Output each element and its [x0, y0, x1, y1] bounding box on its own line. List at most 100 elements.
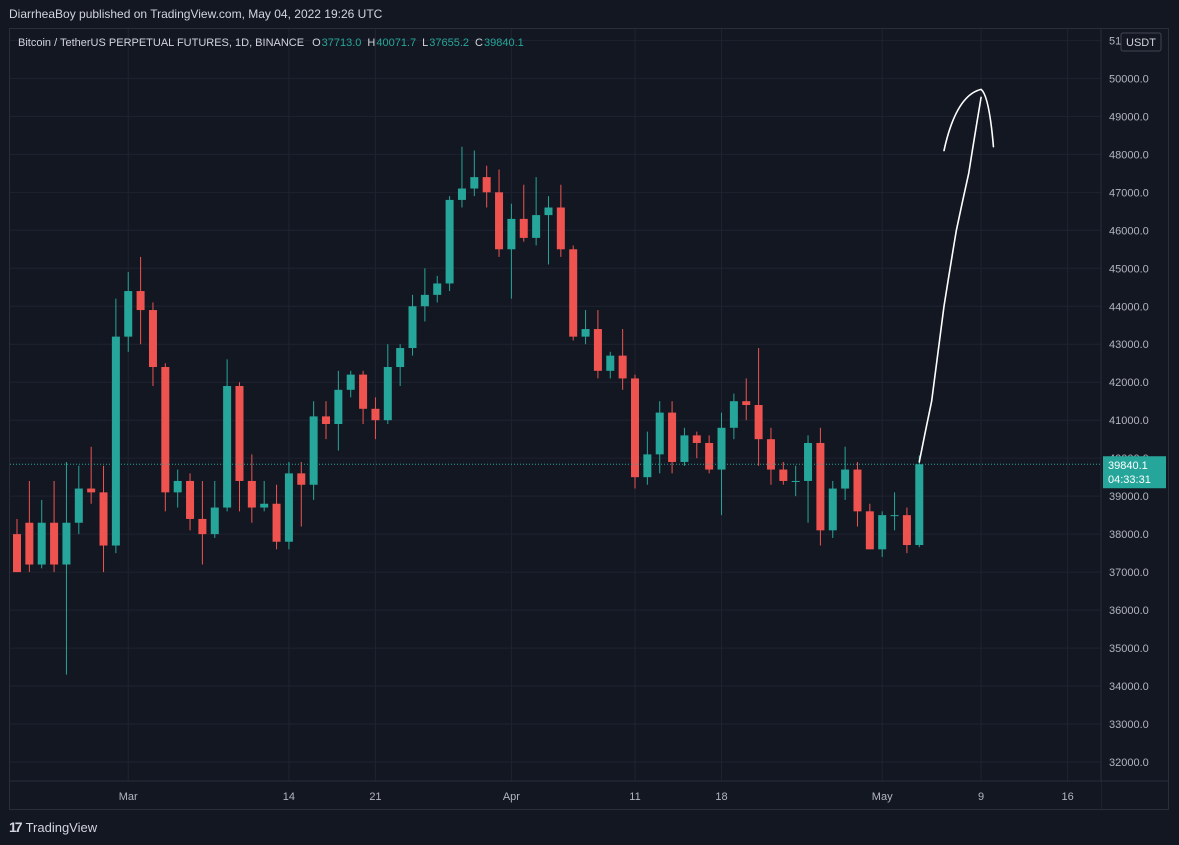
candle	[260, 480, 269, 512]
candle	[87, 446, 96, 504]
currency-label[interactable]: USDT	[1126, 37, 1156, 49]
candle	[396, 344, 405, 387]
candle	[198, 480, 207, 565]
publish-info: DiarrheaBoy published on TradingView.com…	[9, 7, 383, 21]
candle	[247, 454, 256, 523]
footer-brand-text: TradingView	[25, 819, 98, 835]
candle-body	[680, 435, 689, 462]
candle-body	[779, 469, 788, 481]
candle	[754, 348, 763, 466]
price-axis[interactable]: 32000.0 33000.0 34000.0 35000.0 36000.0 37000…	[1100, 29, 1168, 809]
candle	[408, 294, 417, 356]
candle-body	[247, 480, 256, 508]
y-tick-label: 37000.0	[1109, 567, 1149, 579]
candle	[519, 184, 528, 242]
candle-body	[346, 374, 355, 390]
y-tick-label: 43000.0	[1109, 339, 1149, 351]
x-tick-label: 16	[1061, 791, 1073, 803]
candle	[37, 499, 46, 569]
candle	[581, 310, 590, 345]
time-axis[interactable]: Mar 14 21 Apr 11 18 May 9 16	[10, 780, 1168, 809]
candle	[457, 146, 466, 208]
candle-body	[729, 401, 738, 428]
y-tick-label: 39000.0	[1109, 491, 1149, 503]
candle-body	[50, 522, 59, 565]
candle-body	[556, 207, 565, 250]
candle-body	[865, 511, 874, 550]
last-price-tag: 39840.1 04:33:31	[1103, 456, 1166, 489]
candle	[50, 480, 59, 573]
candle	[74, 465, 83, 535]
candle-body	[420, 294, 429, 307]
candle	[680, 427, 689, 466]
candle-body	[569, 249, 578, 337]
candle	[766, 427, 775, 485]
candle	[729, 393, 738, 440]
candle	[631, 374, 639, 489]
currency-badge[interactable]: USDT	[1120, 32, 1162, 52]
candle	[272, 484, 281, 550]
candles	[13, 146, 924, 675]
y-tick-label: 35000.0	[1109, 643, 1149, 655]
arrow-head	[943, 88, 995, 152]
drawn-arrow-annotation[interactable]	[918, 88, 995, 463]
x-tick-label: 21	[369, 791, 381, 803]
candle-body	[915, 464, 924, 546]
candle	[841, 446, 850, 500]
candle	[606, 351, 615, 379]
candle	[828, 480, 837, 538]
chart-frame[interactable]: 32000.0 33000.0 34000.0 35000.0 36000.0 37000…	[9, 28, 1169, 810]
candle-body	[148, 310, 157, 368]
candle-body	[334, 389, 343, 424]
y-tick-label: 32000.0	[1109, 757, 1149, 769]
footer-brand[interactable]: 17 TradingView	[9, 814, 97, 840]
y-tick-label: 33000.0	[1109, 719, 1149, 731]
last-price-value: 39840.1	[1108, 460, 1148, 472]
candle-body	[606, 355, 615, 371]
legend-low-value: 37655.2	[429, 37, 469, 49]
legend-high-value: 40071.7	[376, 37, 416, 49]
candle	[643, 431, 652, 485]
candle	[593, 310, 602, 379]
candle-body	[223, 386, 232, 508]
candle-body	[371, 408, 380, 421]
candle-body	[37, 522, 46, 565]
candlestick-chart[interactable]: 32000.0 33000.0 34000.0 35000.0 36000.0 37000…	[10, 29, 1168, 809]
grid-lines	[10, 29, 1101, 781]
x-tick-label: 18	[715, 791, 727, 803]
symbol-legend: Bitcoin / TetherUS PERPETUAL FUTURES, 1D…	[18, 37, 524, 49]
candle-body	[433, 283, 442, 295]
candle	[779, 461, 788, 485]
candle	[235, 382, 244, 512]
candle-body	[631, 378, 639, 478]
x-tick-label: 11	[629, 791, 640, 803]
candle-body	[593, 329, 602, 371]
y-tick-label: 50000.0	[1109, 73, 1149, 85]
candle-body	[173, 480, 182, 493]
arrow-shaft	[918, 96, 982, 463]
candle	[284, 461, 293, 550]
candle	[668, 401, 677, 474]
candle	[371, 397, 380, 440]
candle	[445, 196, 454, 292]
candle	[334, 370, 343, 451]
candle	[902, 507, 911, 554]
y-tick-label: 34000.0	[1109, 681, 1149, 693]
candle	[618, 329, 627, 390]
candle-body	[111, 336, 120, 546]
candle-body	[878, 515, 887, 550]
candle-body	[309, 416, 318, 485]
tradingview-logo-icon: 17	[9, 819, 23, 835]
candle	[148, 302, 157, 387]
candle	[482, 165, 491, 208]
candle-body	[74, 488, 83, 523]
legend-close-value: 39840.1	[484, 37, 524, 49]
candle	[816, 427, 825, 546]
candle	[433, 275, 442, 303]
candle	[309, 401, 318, 500]
candle	[853, 461, 862, 527]
candle	[346, 370, 355, 398]
candle-body	[766, 439, 775, 470]
candle-body	[705, 442, 714, 470]
legend-high-label: H	[367, 37, 375, 49]
